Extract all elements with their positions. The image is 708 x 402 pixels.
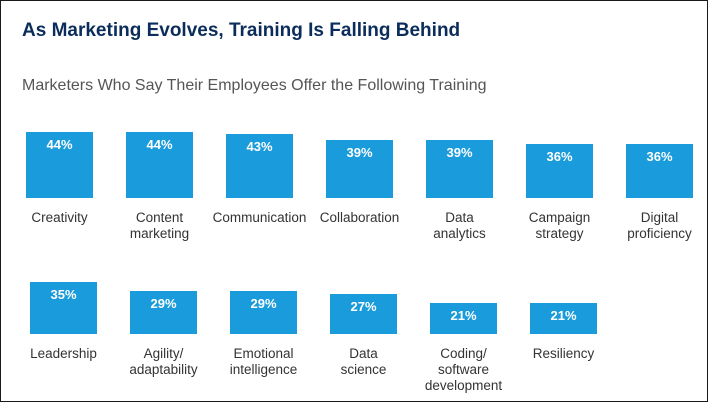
bar — [130, 290, 197, 334]
bar-value-label: 29% — [250, 295, 277, 311]
bar-value-label: 39% — [446, 144, 473, 160]
category-label: Agility/ adaptability — [129, 346, 198, 377]
bar — [530, 302, 597, 334]
bar — [26, 132, 93, 198]
bar — [230, 290, 297, 334]
bar-value-label: 27% — [350, 298, 377, 314]
category-label: Data analytics — [433, 210, 486, 241]
category-label: Communication — [212, 210, 307, 225]
bar-value-label: 21% — [550, 307, 577, 323]
bar-value-label: 44% — [146, 137, 173, 152]
bar-value-label: 29% — [150, 295, 177, 311]
bar — [626, 144, 693, 198]
bar-value-label: 35% — [50, 286, 77, 302]
bar-value-label: 21% — [450, 307, 477, 323]
bar — [226, 133, 293, 198]
category-label: Leadership — [30, 346, 97, 361]
category-label: Campaign strategy — [528, 210, 591, 241]
chart-title: As Marketing Evolves, Training Is Fallin… — [22, 20, 461, 41]
bar — [126, 132, 193, 198]
category-label: Creativity — [31, 210, 88, 225]
bar-value-label: 36% — [546, 149, 573, 164]
bar-value-label: 43% — [246, 138, 273, 154]
category-label: Resiliency — [532, 346, 595, 361]
category-label: Data science — [340, 346, 387, 377]
bar — [30, 281, 97, 334]
category-label: Coding/ software development — [424, 346, 503, 393]
category-label: Emotional intelligence — [229, 346, 298, 377]
bar — [326, 139, 393, 198]
bar-value-label: 36% — [646, 149, 673, 164]
bar — [526, 144, 593, 198]
category-label: Content marketing — [129, 210, 190, 241]
category-label: Collaboration — [319, 210, 400, 225]
bar-value-label: 39% — [346, 144, 373, 160]
bar-value-label: 44% — [46, 137, 73, 152]
bar — [430, 302, 497, 334]
chart-subtitle: Marketers Who Say Their Employees Offer … — [22, 77, 487, 94]
category-label: Digital proficiency — [627, 210, 692, 241]
bar — [426, 139, 493, 198]
bar — [330, 293, 397, 334]
